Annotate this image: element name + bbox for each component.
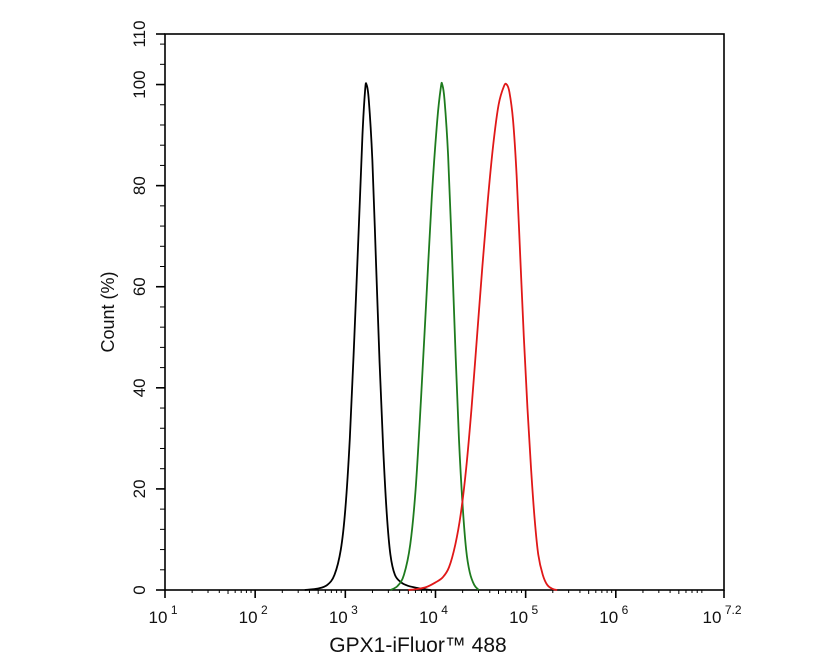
x-tick-label: 10 1 <box>149 603 178 627</box>
y-tick-label: 110 <box>130 20 149 47</box>
y-tick-label: 60 <box>130 277 149 296</box>
x-tick-label: 10 2 <box>239 603 268 627</box>
x-tick-label: 10 7.2 <box>703 603 742 627</box>
red-histogram-curve <box>408 82 558 591</box>
y-tick-label: 80 <box>130 176 149 195</box>
y-tick-label: 40 <box>130 378 149 397</box>
plot-border <box>164 33 725 591</box>
x-tick-label: 10 5 <box>509 603 538 627</box>
histogram-series <box>304 81 558 591</box>
green-histogram-curve <box>389 81 480 591</box>
x-tick-label: 10 3 <box>329 603 358 627</box>
x-axis-title: GPX1-iFluor™ 488 <box>329 634 506 657</box>
y-axis-title: Count (%) <box>98 271 118 352</box>
y-tick-label: 0 <box>130 585 149 594</box>
x-tick-label: 10 4 <box>419 603 448 627</box>
y-tick-label: 100 <box>130 70 149 98</box>
x-axis-ticks: 10 1 10 2 10 3 10 4 10 5 10 6 10 7.2 <box>149 590 742 627</box>
black-histogram-curve <box>304 82 432 591</box>
plot-frame <box>164 33 725 591</box>
x-tick-label: 10 6 <box>599 603 628 627</box>
y-tick-label: 20 <box>130 479 149 498</box>
y-axis-ticks: 0 20 40 60 80 100 110 <box>130 20 165 595</box>
